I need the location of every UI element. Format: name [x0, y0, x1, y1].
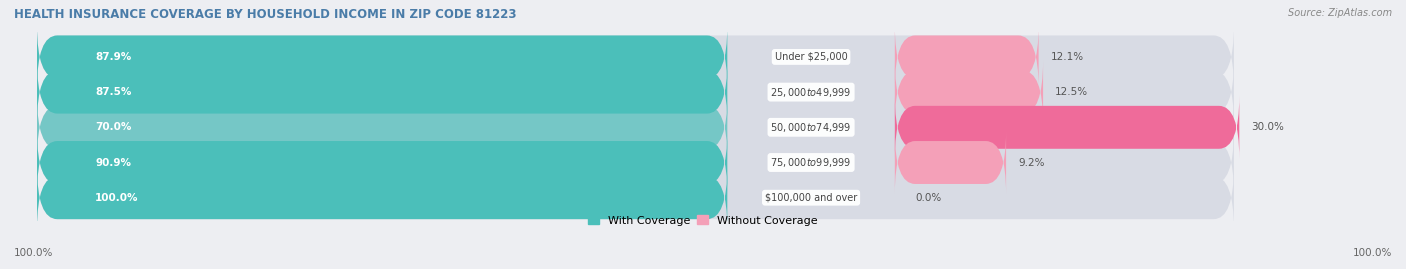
- FancyBboxPatch shape: [37, 131, 1234, 194]
- Legend: With Coverage, Without Coverage: With Coverage, Without Coverage: [583, 211, 823, 230]
- Text: 12.1%: 12.1%: [1050, 52, 1084, 62]
- Text: $50,000 to $74,999: $50,000 to $74,999: [770, 121, 852, 134]
- Text: HEALTH INSURANCE COVERAGE BY HOUSEHOLD INCOME IN ZIP CODE 81223: HEALTH INSURANCE COVERAGE BY HOUSEHOLD I…: [14, 8, 516, 21]
- FancyBboxPatch shape: [894, 96, 1239, 159]
- FancyBboxPatch shape: [37, 96, 727, 159]
- Text: 100.0%: 100.0%: [14, 248, 53, 258]
- FancyBboxPatch shape: [37, 61, 727, 123]
- FancyBboxPatch shape: [37, 96, 1234, 159]
- FancyBboxPatch shape: [37, 26, 1234, 88]
- Text: Source: ZipAtlas.com: Source: ZipAtlas.com: [1288, 8, 1392, 18]
- Text: 70.0%: 70.0%: [96, 122, 132, 132]
- Text: 0.0%: 0.0%: [915, 193, 942, 203]
- FancyBboxPatch shape: [37, 61, 1234, 123]
- Text: 100.0%: 100.0%: [96, 193, 139, 203]
- Text: 87.9%: 87.9%: [96, 52, 131, 62]
- Text: 30.0%: 30.0%: [1251, 122, 1284, 132]
- FancyBboxPatch shape: [894, 26, 1039, 88]
- Text: 12.5%: 12.5%: [1056, 87, 1088, 97]
- Text: $75,000 to $99,999: $75,000 to $99,999: [770, 156, 852, 169]
- FancyBboxPatch shape: [894, 61, 1043, 123]
- FancyBboxPatch shape: [37, 26, 727, 88]
- FancyBboxPatch shape: [37, 131, 727, 194]
- Text: 87.5%: 87.5%: [96, 87, 132, 97]
- FancyBboxPatch shape: [894, 131, 1007, 194]
- FancyBboxPatch shape: [37, 167, 1234, 229]
- FancyBboxPatch shape: [37, 167, 727, 229]
- Text: 90.9%: 90.9%: [96, 158, 131, 168]
- Text: 9.2%: 9.2%: [1018, 158, 1045, 168]
- Text: 100.0%: 100.0%: [1353, 248, 1392, 258]
- Text: Under $25,000: Under $25,000: [775, 52, 848, 62]
- Text: $25,000 to $49,999: $25,000 to $49,999: [770, 86, 852, 99]
- Text: $100,000 and over: $100,000 and over: [765, 193, 858, 203]
